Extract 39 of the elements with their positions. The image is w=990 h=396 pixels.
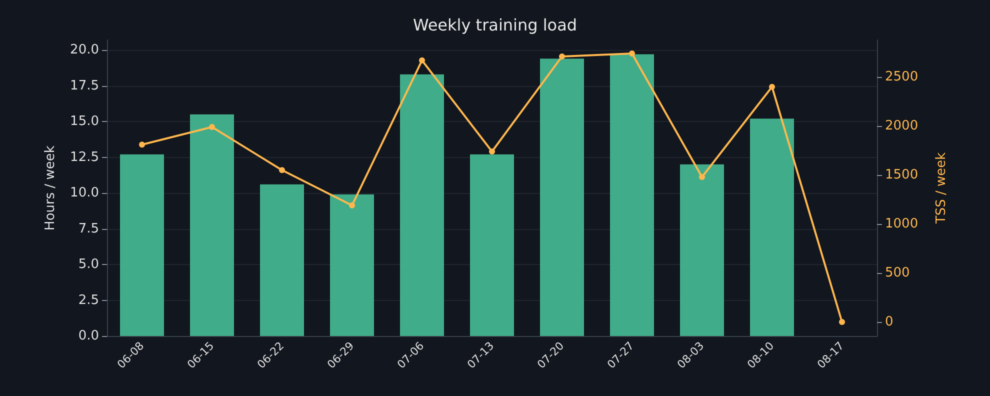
y-tick-label: 2.5 [78, 292, 99, 308]
point [139, 142, 145, 148]
y2-tick-label: 1000 [885, 216, 918, 232]
bar [260, 184, 304, 336]
y2-tick-label: 500 [885, 266, 910, 280]
bar [400, 74, 444, 336]
y2-axis-title: TSS / week [934, 152, 949, 225]
chart-title: Weekly training load [412, 16, 578, 34]
bar [120, 154, 164, 336]
y-tick-label: 12.5 [70, 150, 99, 165]
y2-tick-label: 2000 [885, 118, 918, 134]
point [489, 148, 495, 154]
bar [330, 194, 374, 336]
y-tick-label: 17.5 [70, 78, 99, 94]
point [349, 202, 355, 208]
y-tick-label: 7.5 [78, 221, 99, 236]
point [419, 57, 425, 64]
y-tick-label: 5.0 [78, 257, 99, 272]
y2-tick-label: 0 [885, 314, 894, 330]
y-tick-label: 20.0 [70, 42, 99, 58]
point [699, 174, 705, 180]
point [559, 53, 565, 60]
bar [470, 154, 514, 336]
bar [540, 58, 584, 336]
bar [610, 54, 654, 336]
y-tick-label: 10.0 [70, 186, 99, 201]
point [209, 124, 215, 130]
point [769, 84, 775, 90]
y-axis-title: Hours / week [43, 145, 58, 230]
bar [190, 114, 234, 336]
y2-tick-label: 1500 [885, 168, 918, 183]
y-tick-label: 0.0 [78, 328, 99, 344]
y2-tick-label: 2500 [885, 70, 918, 85]
bar [680, 164, 724, 336]
point [629, 50, 635, 57]
bar [750, 118, 794, 336]
point [279, 167, 285, 174]
point [839, 318, 845, 325]
y-tick-label: 15.0 [70, 114, 99, 130]
